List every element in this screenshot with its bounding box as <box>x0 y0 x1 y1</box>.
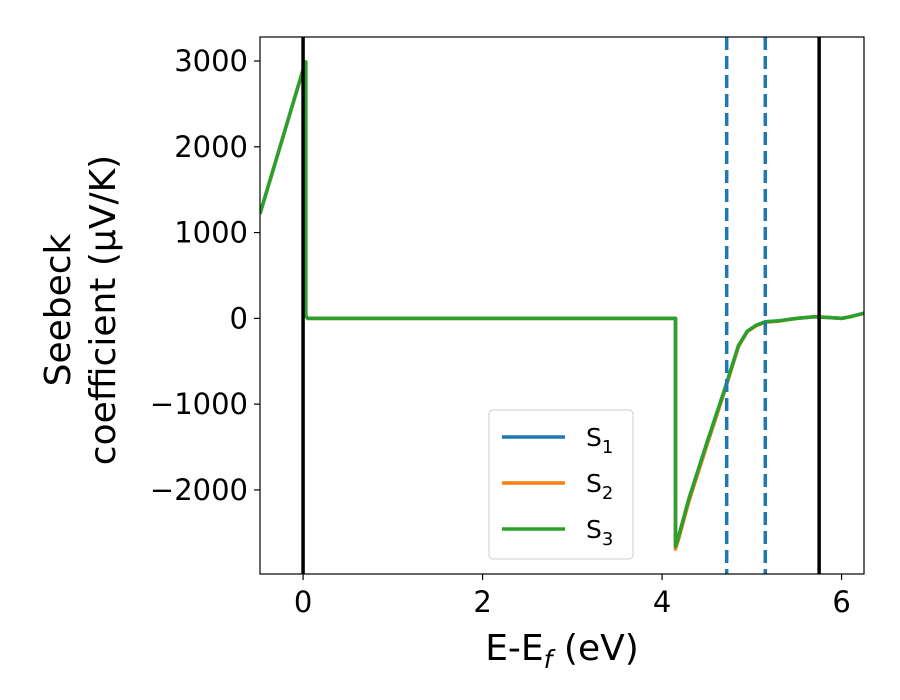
y-axis-label: Seebeck coefficient (μV/K) <box>38 155 124 465</box>
x-tick-label: 4 <box>653 585 671 619</box>
y-axis: −2000 −1000 0 1000 2000 3000 <box>150 44 260 507</box>
y-tick-label: 0 <box>230 301 248 335</box>
y-tick-label: −1000 <box>150 387 248 421</box>
x-axis-label-unit: (eV) <box>552 628 638 669</box>
x-axis-label: E-Ef (eV) <box>485 628 639 674</box>
y-tick-label: −2000 <box>150 473 248 507</box>
y-tick-label: 1000 <box>174 216 248 250</box>
legend: S1 S2 S3 <box>488 409 634 560</box>
y-axis-label-line2: coefficient (μV/K) <box>83 155 124 465</box>
x-tick-label: 0 <box>294 585 312 619</box>
legend-label-s3: S3 <box>586 515 613 550</box>
x-tick-label: 2 <box>473 585 491 619</box>
plot-area <box>260 37 864 574</box>
y-tick-label: 3000 <box>174 44 248 78</box>
x-axis: 0 2 4 6 <box>294 574 851 619</box>
series-line-s3 <box>260 60 864 549</box>
y-tick-label: 2000 <box>174 130 248 164</box>
legend-label-s2: S2 <box>586 469 613 504</box>
axes-frame <box>259 36 865 575</box>
y-axis-label-line1: Seebeck <box>38 233 79 386</box>
legend-label-s1: S1 <box>586 423 613 458</box>
x-tick-label: 6 <box>832 585 850 619</box>
